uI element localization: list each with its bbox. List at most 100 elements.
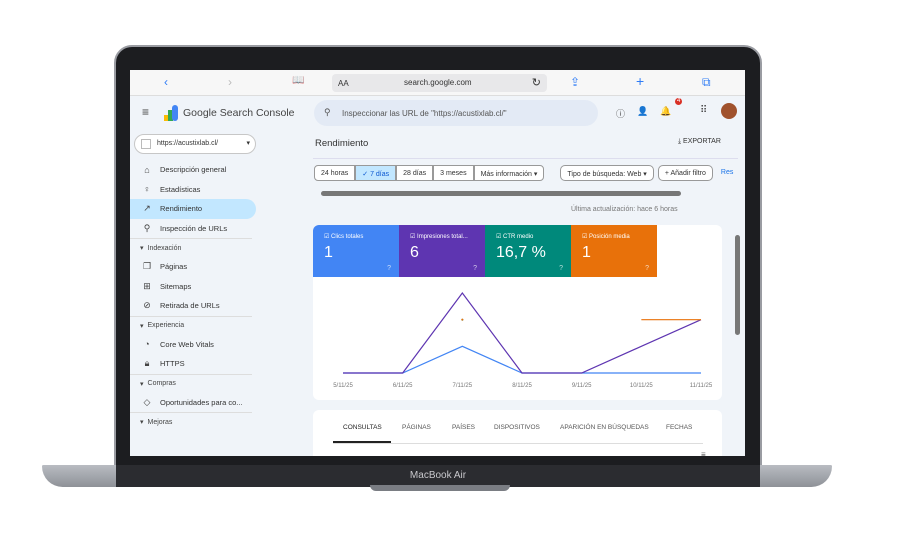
vertical-scrollbar[interactable]: [735, 235, 740, 335]
export-button[interactable]: ⤓ EXPORTAR: [678, 138, 721, 146]
x-tick-label: 9/11/25: [572, 383, 592, 389]
home-icon: ⌂: [144, 164, 150, 175]
text-size-button[interactable]: AA: [338, 79, 349, 88]
trending-icon: ↗: [143, 203, 151, 214]
notification-badge: 4: [675, 98, 683, 105]
caret-icon: ▾: [140, 322, 144, 330]
filter-icon[interactable]: ≡: [701, 450, 706, 456]
help-icon[interactable]: ?: [559, 265, 563, 272]
nav-label: Descripción general: [160, 165, 227, 175]
sidebar-item-removals[interactable]: ⊘ Retirada de URLs: [130, 296, 260, 316]
apps-grid-icon[interactable]: ⠿: [700, 105, 708, 116]
metric-label: CTR medio: [503, 234, 534, 240]
section-enhancements[interactable]: ▾ Mejoras: [130, 412, 252, 431]
sidebar-item-performance[interactable]: ↗ Rendimiento: [130, 199, 256, 219]
caret-icon: ▾: [140, 419, 144, 426]
x-tick-label: 5/11/25: [333, 383, 353, 389]
tab-dates[interactable]: FECHAS: [666, 424, 693, 431]
nav-label: Estadísticas: [160, 184, 201, 194]
section-shopping[interactable]: ▾ Compras: [130, 373, 252, 393]
sidebar-item-pages[interactable]: ❐ Páginas: [130, 257, 260, 277]
app-title: Google Search Console: [183, 107, 295, 119]
help-icon[interactable]: ?: [387, 265, 391, 272]
caret-icon: ▾: [140, 380, 144, 388]
metric-label: Posición media: [589, 234, 630, 240]
chevron-down-icon: ▾: [246, 140, 250, 147]
nav-label: Oportunidades para co...: [160, 397, 243, 407]
filter-label: 7 días: [370, 171, 390, 178]
filter-28d[interactable]: 28 días: [396, 165, 434, 181]
x-tick-label: 7/11/25: [453, 383, 473, 389]
sidebar-item-overview[interactable]: ⌂ Descripción general: [130, 160, 260, 180]
series-line: [343, 291, 702, 374]
divider: [333, 443, 703, 444]
back-icon[interactable]: ‹: [164, 75, 168, 89]
search-icon: ⚲: [143, 222, 151, 233]
series-line: [343, 345, 701, 374]
help-icon[interactable]: ?: [473, 265, 477, 272]
section-label: Mejoras: [147, 418, 173, 426]
nav-label: Inspección de URLs: [160, 223, 228, 233]
download-icon: ⤓: [678, 138, 684, 145]
x-tick-label: 6/11/25: [393, 383, 413, 389]
more-filter-dropdown[interactable]: Más información ▾: [473, 165, 545, 181]
section-indexing[interactable]: ▾ Indexación: [130, 238, 252, 257]
sidebar-item-shopping-opportunities[interactable]: ◇ Oportunidades para co...: [130, 393, 260, 413]
help-icon[interactable]: ⓘ: [616, 109, 626, 119]
section-label: Experiencia: [147, 322, 185, 329]
tabs-icon[interactable]: ⧉: [702, 75, 711, 89]
tab-search-appearance[interactable]: APARICIÓN EN BÚSQUEDAS: [560, 424, 649, 431]
sidebar-item-core-web-vitals[interactable]: ◔ Core Web Vitals: [130, 335, 260, 355]
metric-ctr[interactable]: ☑ CTR medio 16,7 %?: [485, 225, 571, 277]
sidebar-item-insights[interactable]: ♀ Estadísticas: [130, 180, 260, 200]
nav-label: Rendimiento: [160, 204, 203, 214]
eye-off-icon: ⊘: [143, 300, 151, 311]
sidebar-item-sitemaps[interactable]: ⊞ Sitemaps: [130, 277, 260, 297]
horizontal-scrollbar[interactable]: [321, 191, 681, 196]
active-tab-indicator: [333, 441, 391, 443]
browser-toolbar: ‹ › 📖 AA search.google.com ↻ ⇪ + ⧉: [130, 70, 745, 96]
forward-icon[interactable]: ›: [228, 75, 232, 89]
filter-3m[interactable]: 3 meses: [433, 165, 474, 181]
metric-position[interactable]: ☑ Posición media 1?: [571, 225, 657, 277]
url-inspect-input[interactable]: ⚲ Inspeccionar las URL de "https://acusti…: [314, 100, 598, 126]
filter-label: Añadir filtro: [670, 170, 706, 177]
sidebar-item-url-inspection[interactable]: ⚲ Inspección de URLs: [130, 219, 260, 239]
add-filter-button[interactable]: + Añadir filtro: [657, 165, 713, 181]
metric-value: 6: [410, 244, 419, 261]
tab-countries[interactable]: PAÍSES: [452, 424, 476, 431]
users-icon[interactable]: 👤: [637, 106, 649, 116]
filter-7d[interactable]: ✓ 7 días: [355, 165, 397, 181]
section-label: Indexación: [147, 244, 182, 252]
gauge-icon: ◔: [144, 339, 150, 350]
address-bar[interactable]: AA search.google.com ↻: [332, 74, 547, 92]
metric-impressions[interactable]: ☑ Impresiones total... 6?: [399, 225, 485, 277]
property-icon: [141, 139, 151, 149]
sidebar-item-https[interactable]: 🔒︎ HTTPS: [130, 354, 260, 374]
tab-queries[interactable]: CONSULTAS: [343, 424, 382, 431]
metric-label: Clics totales: [331, 234, 364, 240]
bell-icon[interactable]: 🔔: [660, 106, 672, 116]
filter-label: Tipo de búsqueda: Web: [567, 171, 642, 178]
reload-icon[interactable]: ↻: [531, 77, 541, 89]
caret-icon: ▾: [140, 245, 144, 252]
tag-icon: ◇: [143, 396, 151, 407]
avatar[interactable]: [721, 103, 737, 119]
property-selector[interactable]: https://acustixlab.cl/ ▾: [134, 134, 256, 154]
section-experience[interactable]: ▾ Experiencia: [130, 315, 252, 335]
share-icon[interactable]: ⇪: [570, 75, 581, 89]
new-tab-icon[interactable]: +: [636, 73, 645, 89]
nav-label: Retirada de URLs: [160, 301, 220, 311]
help-icon[interactable]: ?: [645, 265, 649, 272]
metric-value: 16,7 %: [496, 244, 546, 261]
reader-icon[interactable]: 📖: [292, 75, 305, 86]
metric-clicks[interactable]: ☑ Clics totales 1?: [313, 225, 399, 277]
divider: [313, 158, 738, 159]
tab-devices[interactable]: DISPOSITIVOS: [494, 424, 540, 431]
reset-link[interactable]: Res: [720, 169, 734, 176]
search-type-dropdown[interactable]: Tipo de búsqueda: Web ▾: [560, 165, 654, 181]
tab-pages[interactable]: PÁGINAS: [402, 424, 431, 431]
property-url: https://acustixlab.cl/: [157, 140, 219, 147]
filter-24h[interactable]: 24 horas: [314, 165, 356, 181]
menu-icon[interactable]: ≡: [142, 105, 150, 119]
